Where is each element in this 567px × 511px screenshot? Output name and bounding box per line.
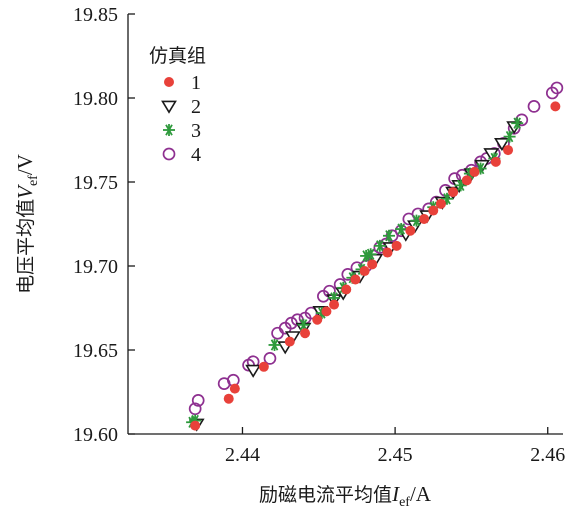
x-axis-label: 励磁电流平均值Ief/A <box>259 482 432 510</box>
data-point <box>527 100 541 113</box>
y-tick-label: 19.70 <box>73 256 118 278</box>
data-point <box>494 138 510 152</box>
data-point <box>419 213 430 224</box>
x-tick-label: 2.44 <box>225 444 260 466</box>
data-point <box>245 364 262 378</box>
data-point <box>341 284 352 295</box>
data-point <box>312 314 323 325</box>
y-tick-label: 19.75 <box>73 172 118 194</box>
legend-label: 2 <box>191 96 201 118</box>
axes: 19.60 19.65 19.70 19.75 19.80 19.85 2.44 2.45 2.… <box>73 4 565 466</box>
legend-label: 1 <box>191 72 201 94</box>
data-point <box>550 101 561 112</box>
data-point <box>364 248 377 261</box>
series-3 <box>186 117 524 429</box>
data-point <box>550 81 564 95</box>
data-point <box>490 156 501 167</box>
data-point <box>428 205 439 216</box>
data-point <box>191 394 205 407</box>
series-1 <box>190 101 561 431</box>
data-point <box>360 249 373 262</box>
legend-marker-2 <box>161 100 177 114</box>
legend-marker-4 <box>162 147 176 161</box>
data-point <box>359 266 370 277</box>
data-point <box>263 352 277 365</box>
data-point <box>395 223 408 236</box>
data-point <box>383 229 395 242</box>
data-point <box>405 225 416 236</box>
data-point <box>448 187 459 198</box>
legend-label: 4 <box>191 144 201 166</box>
data-points <box>186 81 564 432</box>
x-tick-label: 2.46 <box>530 444 565 466</box>
data-point <box>503 130 516 143</box>
data-point <box>350 274 361 285</box>
y-tick-label: 19.60 <box>73 424 118 446</box>
data-point <box>382 247 393 258</box>
data-point <box>461 175 472 186</box>
data-point <box>190 420 201 431</box>
data-point <box>435 198 446 209</box>
legend-marker-3 <box>163 124 175 136</box>
y-tick-label: 19.65 <box>73 340 118 362</box>
data-point <box>300 328 311 339</box>
data-point <box>268 338 281 351</box>
data-point <box>258 361 269 372</box>
data-point <box>284 336 295 347</box>
y-tick-label: 19.85 <box>73 4 118 26</box>
data-point <box>373 239 386 252</box>
data-point <box>469 166 480 177</box>
y-tick-label: 19.80 <box>73 88 118 110</box>
data-point <box>229 383 240 394</box>
y-axis-label: 电压平均值Vef/V <box>13 154 41 294</box>
data-point <box>188 402 202 416</box>
legend-title: 仿真组 <box>149 45 206 67</box>
data-point <box>329 299 340 310</box>
data-point <box>503 145 514 156</box>
data-point <box>223 393 234 404</box>
data-point <box>511 117 524 130</box>
legend-marker-1 <box>164 77 174 87</box>
legend-label: 3 <box>191 120 201 142</box>
data-point <box>391 240 402 251</box>
data-point <box>367 259 378 270</box>
data-point <box>321 306 332 317</box>
x-tick-label: 2.45 <box>378 444 413 466</box>
